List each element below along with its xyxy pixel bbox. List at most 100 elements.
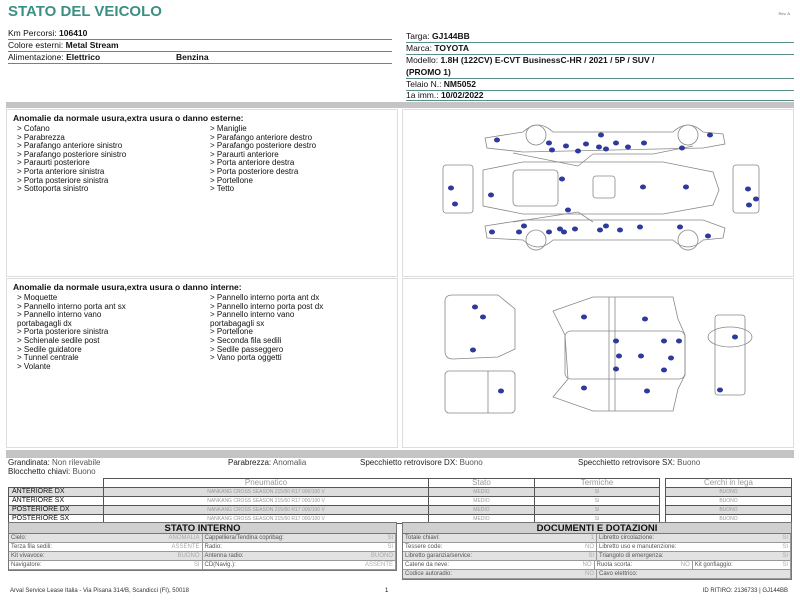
exterior-list-right: > Maniglie > Parafango anteriore destro > … (210, 124, 400, 194)
marca-label: Marca: (406, 43, 435, 53)
exterior-list-left: > Cofano > Parabrezza > Parafango anterior… (17, 124, 207, 194)
tire-stato: MEDIO (428, 496, 535, 506)
anomaly-item: > Volante (17, 361, 51, 371)
colore-value: Metal Stream (65, 40, 119, 50)
damage-marker (498, 388, 504, 394)
damage-marker (575, 148, 581, 154)
field-label: CD(Navig.): (204, 562, 236, 568)
damage-marker (661, 338, 667, 344)
anomaly-item: > Portellone (210, 327, 253, 337)
interior-diagram (402, 278, 794, 448)
interior-list-right: > Pannello interno porta ant dx > Pannell… (210, 293, 400, 363)
alimentazione-row: Alimentazione: Elettrico Benzina (8, 52, 392, 64)
damage-marker (616, 353, 622, 359)
tire-row: ANTERIORE DX NANKANG CROSS SEASON 215/60 … (8, 487, 660, 497)
tire-model: NANKANG CROSS SEASON 215/60 R17 000/100 … (103, 487, 429, 497)
specchietto-sx-label: Specchietto retrovisore SX: (578, 458, 678, 467)
field-label: Codice autoradio: (405, 571, 453, 577)
anomaly-item: > Pannello interno vano (17, 310, 102, 320)
anomaly-item: > Sedile guidatore (17, 344, 82, 354)
anomaly-item: > Sottoporta sinistro (17, 184, 89, 194)
alimentazione-value: Elettrico (66, 52, 101, 62)
field-value: SI (782, 562, 788, 568)
km-label: Km Percorsi: (8, 28, 60, 38)
field-value: SI (782, 544, 788, 550)
anomaly-item: > Porta posteriore sinistra (17, 327, 109, 337)
field-label: Tessere code: (405, 544, 443, 550)
alimentazione-label: Alimentazione: (8, 52, 67, 62)
damage-marker (661, 367, 667, 373)
section-divider (6, 102, 794, 108)
anomaly-item: > Porta posteriore destra (210, 166, 299, 176)
anomaly-item: > Maniglie (210, 124, 247, 133)
page-number: 1 (385, 588, 389, 594)
tire-termiche: SI (534, 496, 660, 506)
anomaly-item: > Paraurti posteriore (17, 158, 90, 168)
anomaly-item: > Pannello interno porta ant sx (17, 301, 126, 311)
parabrezza: Parabrezza: Anomalia (228, 458, 306, 468)
anomaly-item: > Porta posteriore sinistra (17, 175, 109, 185)
damage-marker (707, 132, 713, 138)
section-row: Navigatore: SI CD(Navig.): ASSENTE (9, 561, 396, 570)
documenti-title: DOCUMENTI E DOTAZIONI (403, 523, 791, 534)
field-label: Libretto garanzia/service: (405, 553, 473, 559)
tire-position: POSTERIORE DX (8, 505, 104, 515)
field-cell: Cavo elettrico: (597, 570, 791, 578)
specchietto-dx-value: Buono (459, 458, 483, 467)
damage-marker (613, 140, 619, 146)
tire-stato: MEDIO (428, 505, 535, 515)
field-value: 1 (590, 535, 594, 541)
damage-marker (676, 338, 682, 344)
damage-marker (597, 227, 603, 233)
field-cell: CD(Navig.): ASSENTE (203, 561, 396, 569)
parabrezza-label: Parabrezza: (228, 458, 273, 467)
field-cell: Libretto garanzia/service: SI (403, 552, 597, 560)
section-divider-2 (6, 450, 794, 458)
anomaly-item: portabagagli sx (210, 318, 265, 328)
field-cell: Kit vivavoce: BUONO (9, 552, 203, 560)
damage-marker (557, 226, 563, 232)
field-cell: Terza fila sedili: ASSENTE (9, 543, 203, 551)
damage-marker (596, 144, 602, 150)
tire-termiche: SI (534, 505, 660, 515)
damage-marker (668, 355, 674, 361)
field-cell: Tessere code: NO (403, 543, 597, 551)
field-cell: Navigatore: SI (9, 561, 203, 569)
damage-marker (581, 385, 587, 391)
specchietto-sx-value: Buono (677, 458, 701, 467)
telaio-label: Telaio N.: (406, 79, 444, 89)
damage-marker (745, 186, 751, 192)
field-label: Cielo: (11, 535, 27, 541)
stato-interno-title: STATO INTERNO (9, 523, 396, 534)
grandinata-value: Non rilevabile (52, 458, 101, 467)
field-label: Libretto uso e manutenzione: (599, 544, 677, 550)
tire-model: NANKANG CROSS SEASON 215/60 R17 000/100 … (103, 496, 429, 506)
anomaly-item: > Cofano (17, 124, 50, 133)
damage-marker (546, 229, 552, 235)
anomaly-item: > Porta anteriore sinistra (17, 166, 105, 176)
damage-marker (717, 387, 723, 393)
imm-label: 1a imm.: (406, 90, 441, 100)
targa-row: Targa: GJ144BB (406, 31, 794, 43)
damage-marker (625, 144, 631, 150)
section-row: Terza fila sedili: ASSENTE Radio: SI (9, 543, 396, 552)
rim-row: BUONO (665, 505, 792, 515)
specchietto-dx: Specchietto retrovisore DX: Buono (360, 458, 483, 468)
modello-value: 1.8H (122CV) E-CVT BusinessC-HR / 2021 /… (440, 55, 655, 65)
field-label: Kit gonfiaggio: (694, 562, 733, 568)
anomaly-item: > Paraurti anteriore (210, 149, 279, 159)
revision: Rev. A (778, 11, 791, 16)
anomaly-item: > Schienale sedile post (17, 335, 100, 345)
section-row: Libretto garanzia/service: SI Triangolo di… (403, 552, 791, 561)
damage-marker (644, 388, 650, 394)
damage-marker (480, 314, 486, 320)
tire-position: ANTERIORE DX (8, 487, 104, 497)
damage-marker (679, 145, 685, 151)
damage-marker (581, 314, 587, 320)
damage-marker (489, 229, 495, 235)
interior-title: Anomalie da normale usura,extra usura o … (13, 282, 242, 292)
modello-row-2: (PROMO 1) (406, 67, 794, 79)
field-value: ASSENTE (364, 562, 393, 568)
damage-marker (488, 192, 494, 198)
damage-marker (746, 202, 752, 208)
